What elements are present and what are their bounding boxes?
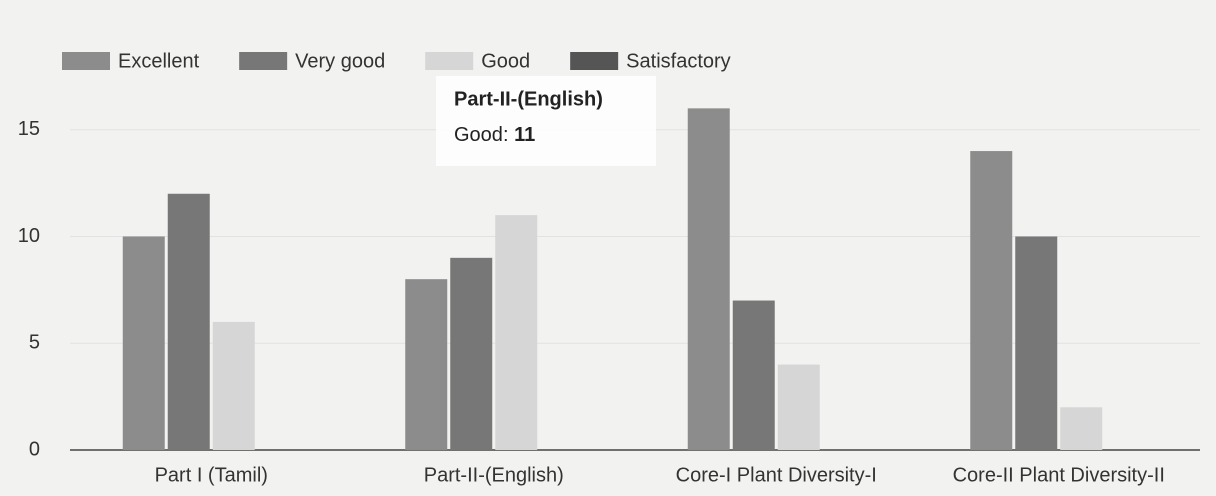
y-tick-label: 15	[18, 118, 40, 140]
legend-label: Excellent	[118, 50, 200, 72]
tooltip-sep: :	[503, 124, 514, 146]
bar	[970, 151, 1013, 450]
bar	[212, 321, 255, 450]
bar	[167, 193, 210, 450]
legend-swatch	[62, 52, 110, 70]
bar	[687, 108, 730, 451]
x-tick-label: Core-I Plant Diversity-I	[676, 464, 877, 486]
y-tick-label: 5	[29, 332, 40, 354]
bar	[495, 215, 538, 450]
legend-label: Satisfactory	[626, 50, 730, 72]
legend-label: Good	[481, 50, 530, 72]
legend-label: Very good	[295, 50, 385, 72]
bar	[732, 300, 775, 450]
bar	[405, 279, 448, 450]
bar	[1015, 236, 1058, 450]
legend-swatch	[239, 52, 288, 70]
y-tick-label: 10	[18, 225, 40, 247]
bar	[1060, 407, 1103, 450]
x-tick-label: Part I (Tamil)	[155, 464, 268, 486]
tooltip-value: 11	[514, 124, 535, 146]
tooltip-series: Good	[454, 124, 503, 146]
bar	[122, 236, 165, 450]
legend-swatch	[425, 52, 474, 70]
x-tick-label: Part-II-(English)	[424, 464, 564, 486]
x-tick-label: Core-II Plant Diversity-II	[953, 464, 1165, 486]
y-tick-label: 0	[29, 438, 40, 460]
tooltip-box	[436, 76, 656, 166]
bar	[777, 364, 820, 450]
tooltip-title: Part-II-(English)	[454, 88, 603, 110]
bar	[450, 257, 493, 450]
tooltip-body: Good: 11	[454, 124, 535, 146]
tooltip: Part-II-(English) Good: 11	[436, 76, 656, 166]
legend-swatch	[570, 52, 619, 70]
